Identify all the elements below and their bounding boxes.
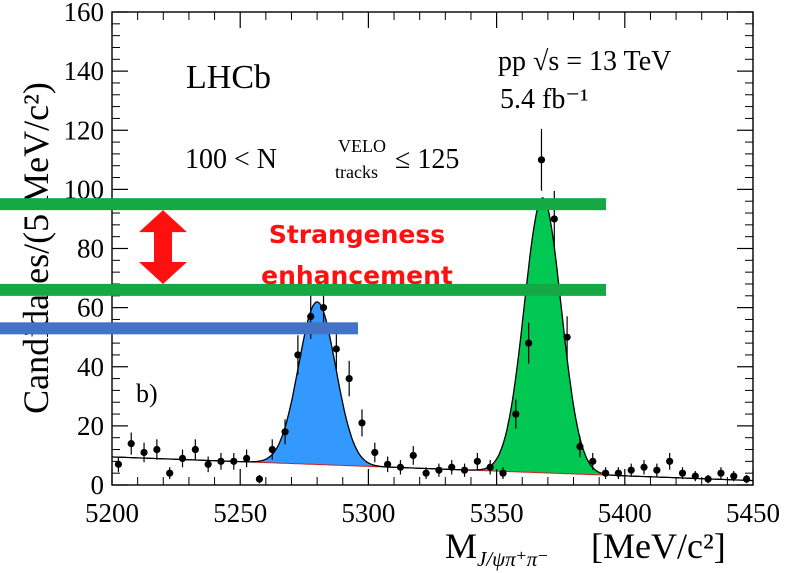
data-point — [460, 466, 469, 474]
data-point — [371, 448, 379, 457]
multiplicity-base: 100 < N — [185, 144, 277, 175]
blue-bar — [0, 322, 358, 335]
data-point — [319, 304, 328, 312]
data-point — [601, 469, 610, 477]
y-tick-label: 80 — [77, 234, 104, 264]
data-point — [653, 466, 661, 474]
data-point — [537, 156, 546, 164]
data-point — [345, 374, 353, 383]
double-arrow-icon — [139, 210, 187, 284]
x-axis-label-sub: J/ψπ⁺π⁻ — [477, 547, 548, 571]
data-point — [153, 445, 161, 454]
panel-label: b) — [136, 379, 158, 408]
data-point — [307, 312, 315, 321]
y-axis-label: Candidates/(5 MeV/c²) — [16, 82, 56, 414]
data-point — [691, 472, 699, 480]
data-point — [614, 469, 622, 477]
data-point — [204, 460, 212, 468]
data-point — [563, 333, 571, 341]
data-point — [217, 457, 225, 465]
data-point — [448, 463, 456, 471]
data-point — [717, 469, 725, 477]
annotation-line-2: enhancement — [261, 261, 453, 290]
y-tick-label: 40 — [77, 352, 104, 382]
y-tick-label: 0 — [91, 470, 105, 500]
y-tick-label: 120 — [64, 115, 105, 145]
energy-label: pp √s = 13 TeV — [498, 46, 671, 77]
green-lower-bar — [0, 283, 606, 296]
multiplicity-sub: tracks — [335, 162, 378, 182]
data-point — [243, 454, 251, 462]
data-point — [358, 419, 366, 427]
data-point — [730, 472, 738, 480]
data-point — [230, 457, 238, 465]
data-point — [191, 445, 199, 454]
data-points — [114, 128, 751, 484]
multiplicity-upper: ≤ 125 — [395, 144, 459, 175]
data-point — [294, 351, 302, 359]
data-point — [422, 469, 430, 477]
x-tick-label: 5300 — [341, 498, 395, 528]
x-axis-label: M — [445, 526, 477, 566]
data-point — [512, 410, 520, 418]
x-tick-label: 5450 — [726, 498, 780, 528]
data-point — [486, 463, 494, 471]
data-point — [742, 475, 751, 483]
data-point — [140, 448, 148, 457]
data-point — [666, 457, 674, 465]
data-point — [499, 469, 507, 477]
data-point — [678, 469, 687, 477]
data-point — [704, 475, 712, 483]
experiment-label: LHCb — [186, 59, 271, 96]
data-point — [409, 451, 417, 460]
data-point — [473, 457, 481, 465]
data-point — [589, 457, 597, 465]
strangeness-arrow — [139, 210, 187, 284]
x-axis-label-unit: [MeV/c²] — [591, 526, 726, 566]
y-tick-label: 60 — [77, 293, 104, 323]
axis-ticks — [111, 11, 754, 486]
x-tick-label: 5350 — [470, 498, 524, 528]
plot-area — [111, 128, 754, 484]
green-upper-bar — [0, 198, 606, 211]
data-point — [127, 440, 135, 448]
reference-levels — [0, 198, 606, 335]
multiplicity-label: 100 < N — [185, 144, 277, 175]
data-point — [627, 466, 635, 474]
y-tick-label: 20 — [77, 411, 104, 441]
data-point — [550, 215, 558, 223]
multiplicity-sup: VELO — [338, 136, 386, 156]
x-tick-label: 5250 — [213, 498, 267, 528]
annotation-line-1: Strangeness — [269, 220, 445, 249]
x-tick-label: 5400 — [598, 498, 652, 528]
lumi-label: 5.4 fb⁻¹ — [500, 84, 589, 115]
x-tick-label: 5200 — [85, 498, 139, 528]
data-point — [166, 469, 174, 477]
data-point — [576, 442, 584, 451]
data-point — [525, 339, 533, 347]
data-point — [640, 463, 648, 471]
data-point — [384, 460, 392, 468]
data-point — [396, 463, 405, 471]
data-point — [268, 445, 276, 454]
x-tick-labels: 5200 5250 5300 5350 5400 5450 — [85, 498, 780, 528]
data-point — [114, 460, 123, 468]
data-point — [178, 454, 187, 462]
y-tick-label: 160 — [64, 0, 105, 27]
data-point — [255, 475, 264, 483]
data-point — [332, 345, 340, 353]
bs-component-fill — [450, 197, 636, 477]
b0-component-fill — [224, 301, 410, 468]
y-tick-label: 140 — [64, 56, 105, 86]
data-point — [435, 466, 443, 474]
data-point — [281, 428, 289, 436]
